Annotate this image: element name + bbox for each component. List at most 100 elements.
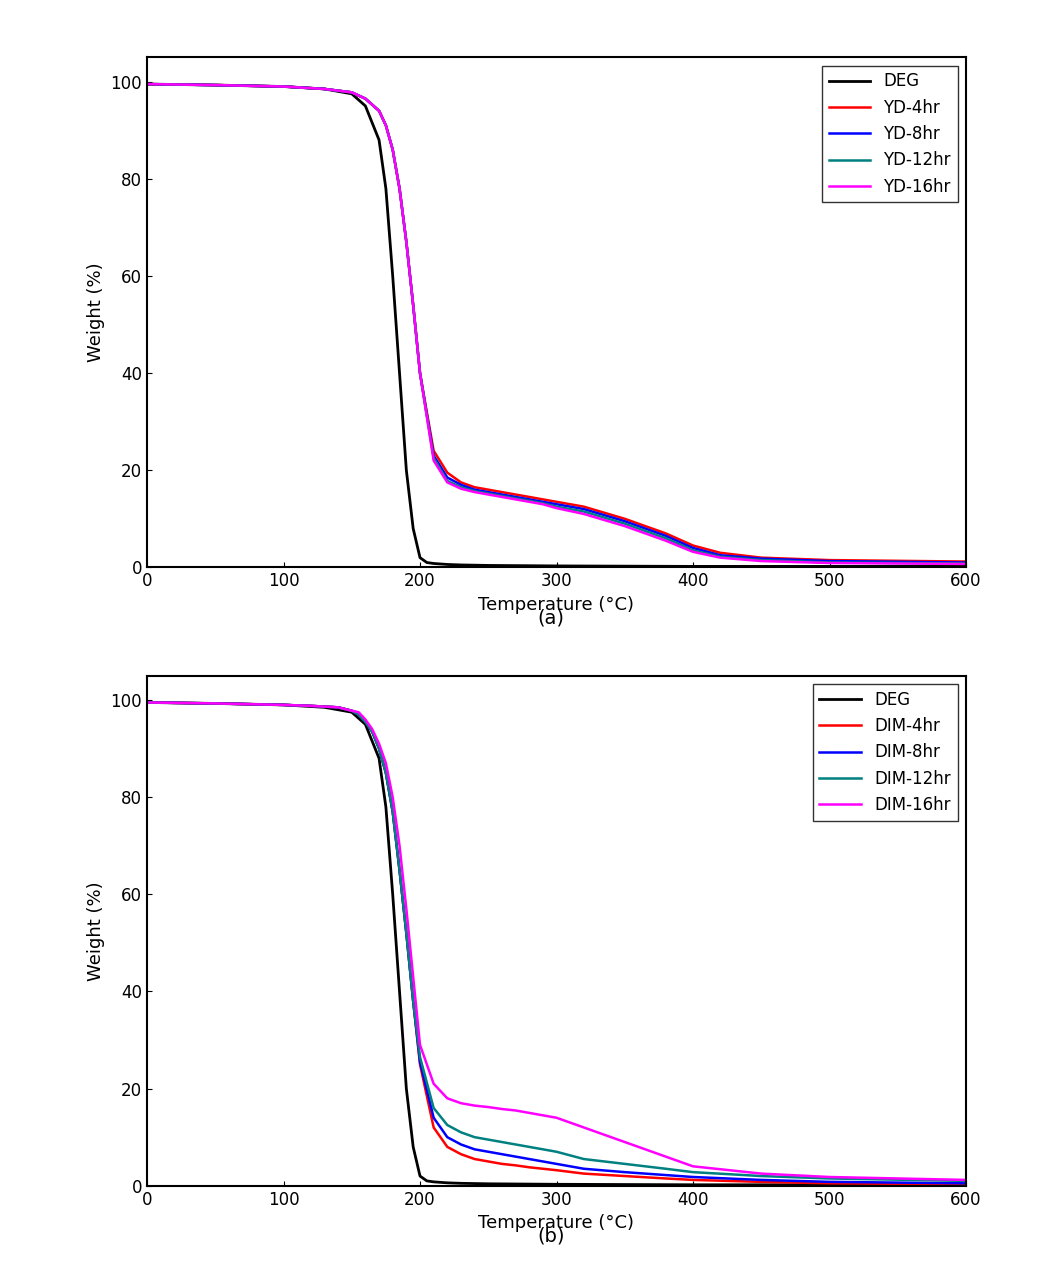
Y-axis label: Weight (%): Weight (%) (87, 263, 105, 362)
DIM-12hr (441, 1117, 454, 1132)
YD-8hr (400, 235, 413, 250)
YD-12hr (509, 491, 522, 506)
Line: DEG: DEG (147, 84, 966, 566)
Line: YD-12hr: YD-12hr (147, 84, 966, 564)
YD-4hr (141, 76, 153, 92)
YD-16hr (359, 91, 372, 106)
DIM-12hr (352, 706, 365, 722)
DIM-4hr (332, 700, 344, 715)
YD-12hr (687, 543, 699, 558)
DEG (400, 463, 413, 478)
DIM-12hr (509, 1137, 522, 1153)
DIM-12hr (578, 1151, 590, 1167)
DEG (823, 558, 836, 574)
DIM-16hr (441, 1090, 454, 1105)
YD-4hr (659, 525, 672, 541)
YD-16hr (414, 366, 426, 381)
YD-8hr (550, 496, 563, 511)
DIM-16hr (687, 1159, 699, 1174)
DIM-16hr (427, 1076, 440, 1091)
YD-8hr (496, 487, 508, 502)
YD-4hr (441, 465, 454, 481)
YD-8hr (659, 528, 672, 543)
DEG (386, 886, 399, 901)
DIM-16hr (277, 697, 290, 713)
DIM-12hr (304, 699, 317, 714)
DIM-4hr (687, 1172, 699, 1187)
DIM-4hr (393, 862, 405, 877)
YD-4hr (714, 546, 727, 561)
DIM-4hr (468, 1151, 481, 1167)
Line: DIM-4hr: DIM-4hr (147, 703, 966, 1184)
YD-16hr (407, 297, 420, 312)
YD-8hr (687, 541, 699, 556)
DIM-8hr (482, 1144, 495, 1159)
DEG (960, 558, 972, 574)
YD-16hr (393, 181, 405, 196)
YD-4hr (455, 474, 467, 490)
Text: (b): (b) (538, 1227, 565, 1246)
DIM-4hr (659, 1170, 672, 1186)
YD-12hr (427, 450, 440, 465)
DIM-12hr (414, 1049, 426, 1065)
DIM-4hr (366, 724, 379, 740)
DEG (427, 1174, 440, 1190)
YD-8hr (509, 490, 522, 505)
DIM-8hr (441, 1130, 454, 1145)
DIM-4hr (455, 1146, 467, 1162)
YD-4hr (509, 487, 522, 502)
YD-8hr (141, 76, 153, 92)
DEG (482, 557, 495, 572)
YD-4hr (537, 492, 549, 507)
YD-12hr (496, 488, 508, 504)
YD-8hr (427, 448, 440, 463)
YD-12hr (318, 82, 331, 97)
DIM-4hr (537, 1162, 549, 1177)
DIM-16hr (509, 1103, 522, 1118)
DIM-12hr (359, 714, 372, 729)
DEG (550, 558, 563, 574)
YD-8hr (318, 82, 331, 97)
DIM-16hr (537, 1108, 549, 1123)
DIM-12hr (618, 1156, 631, 1172)
DIM-16hr (414, 1038, 426, 1053)
YD-4hr (618, 511, 631, 527)
DIM-16hr (960, 1172, 972, 1187)
DIM-8hr (304, 699, 317, 714)
YD-16hr (687, 544, 699, 560)
DEG (209, 696, 222, 711)
DIM-16hr (482, 1099, 495, 1114)
YD-4hr (427, 444, 440, 459)
YD-8hr (345, 84, 358, 99)
DIM-12hr (823, 1170, 836, 1186)
Line: DIM-16hr: DIM-16hr (147, 703, 966, 1179)
YD-12hr (277, 79, 290, 94)
DEG (141, 695, 153, 710)
DEG (414, 1168, 426, 1183)
YD-16hr (755, 553, 768, 569)
YD-4hr (386, 142, 399, 157)
DIM-16hr (659, 1149, 672, 1164)
YD-16hr (318, 82, 331, 97)
DEG (414, 550, 426, 565)
X-axis label: Temperature (°C): Temperature (°C) (479, 1214, 634, 1232)
DIM-4hr (345, 703, 358, 718)
DIM-12hr (332, 700, 344, 715)
DIM-12hr (455, 1125, 467, 1140)
YD-16hr (277, 79, 290, 94)
DIM-16hr (332, 700, 344, 715)
DEG (407, 1140, 420, 1155)
YD-12hr (618, 516, 631, 532)
DIM-8hr (468, 1141, 481, 1156)
YD-16hr (823, 556, 836, 571)
DEG (393, 984, 405, 1000)
DIM-16hr (755, 1165, 768, 1181)
DEG (318, 700, 331, 715)
DIM-8hr (332, 700, 344, 715)
YD-4hr (755, 550, 768, 565)
DIM-12hr (550, 1144, 563, 1159)
YD-16hr (659, 533, 672, 548)
DIM-12hr (400, 926, 413, 941)
YD-8hr (393, 181, 405, 196)
YD-8hr (468, 482, 481, 497)
